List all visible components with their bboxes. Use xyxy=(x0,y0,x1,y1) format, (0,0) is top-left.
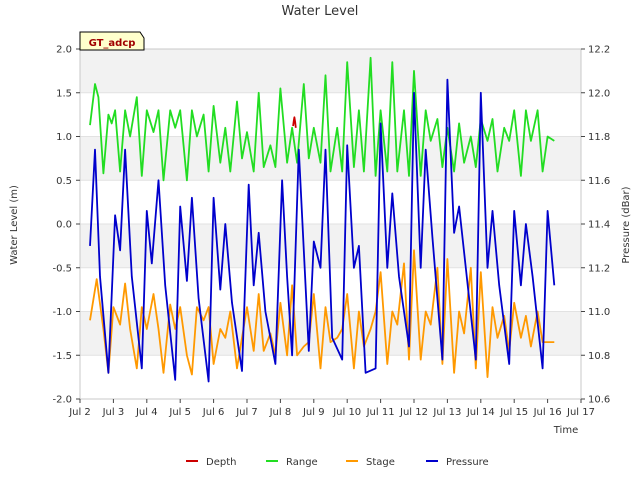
x-tick-label: Jul 4 xyxy=(135,407,158,418)
x-tick-label: Jul 2 xyxy=(68,407,91,418)
badge-label: GT_adcp xyxy=(89,38,136,49)
y-tick-label: -1.5 xyxy=(52,351,72,362)
x-tick-label: Jul 16 xyxy=(533,407,562,418)
y2-tick-label: 12.2 xyxy=(588,45,610,56)
x-axis-label: Time xyxy=(553,425,578,436)
chart-title: Water Level xyxy=(282,4,359,19)
y2-tick-label: 12.0 xyxy=(588,88,610,99)
y2-tick-label: 10.8 xyxy=(588,351,610,362)
legend-label-pressure: Pressure xyxy=(446,457,489,468)
legend-label-range: Range xyxy=(286,457,318,468)
series-layer xyxy=(89,56,556,383)
x-tick-label: Jul 5 xyxy=(168,407,191,418)
x-tick-label: Jul 9 xyxy=(302,407,325,418)
x-tick-label: Jul 3 xyxy=(102,407,125,418)
badge-box xyxy=(79,31,145,51)
y-tick-label: -2.0 xyxy=(52,395,72,406)
x-tick-label: Jul 11 xyxy=(366,407,395,418)
series-line-range xyxy=(89,56,555,182)
y2-tick-label: 11.0 xyxy=(588,307,610,318)
x-tick-label: Jul 13 xyxy=(432,407,461,418)
y2-axis-label: Pressure (dBar) xyxy=(621,186,632,263)
y-tick-label: -1.0 xyxy=(52,307,72,318)
x-tick-label: Jul 10 xyxy=(332,407,361,418)
y2-tick-label: 11.4 xyxy=(588,220,610,231)
x-tick-label: Jul 7 xyxy=(235,407,258,418)
plot-band xyxy=(80,49,581,93)
y2-tick-label: 11.8 xyxy=(588,132,610,143)
y-tick-label: 0.5 xyxy=(56,176,72,187)
x-tick-label: Jul 17 xyxy=(566,407,595,418)
y-axis-label: Water Level (m) xyxy=(9,185,20,265)
legend-label-stage: Stage xyxy=(366,457,395,468)
series-line-depth xyxy=(292,116,297,128)
y-tick-label: 2.0 xyxy=(56,45,72,56)
y2-tick-label: 11.6 xyxy=(588,176,610,187)
instrument-badge: GT_adcp xyxy=(79,31,145,51)
x-tick-label: Jul 6 xyxy=(202,407,225,418)
x-tick-label: Jul 8 xyxy=(269,407,292,418)
y2-tick-label: 10.6 xyxy=(588,395,610,406)
x-tick-label: Jul 14 xyxy=(466,407,495,418)
y-tick-label: 1.0 xyxy=(56,132,72,143)
y-tick-label: -0.5 xyxy=(52,263,72,274)
series-line-pressure xyxy=(89,78,556,383)
legend-label-depth: Depth xyxy=(206,457,236,468)
axes: Jul 2 Jul 3 Jul 4 Jul 5 Jul 6 Jul 7 Jul 8 Jul 9… xyxy=(52,45,610,419)
legend: Depth Range Stage Pressure xyxy=(186,457,489,468)
y-tick-label: 1.5 xyxy=(56,88,72,99)
x-tick-label: Jul 12 xyxy=(399,407,428,418)
x-tick-label: Jul 15 xyxy=(499,407,528,418)
y-tick-label: 0.0 xyxy=(56,220,72,231)
y2-tick-label: 11.2 xyxy=(588,263,610,274)
